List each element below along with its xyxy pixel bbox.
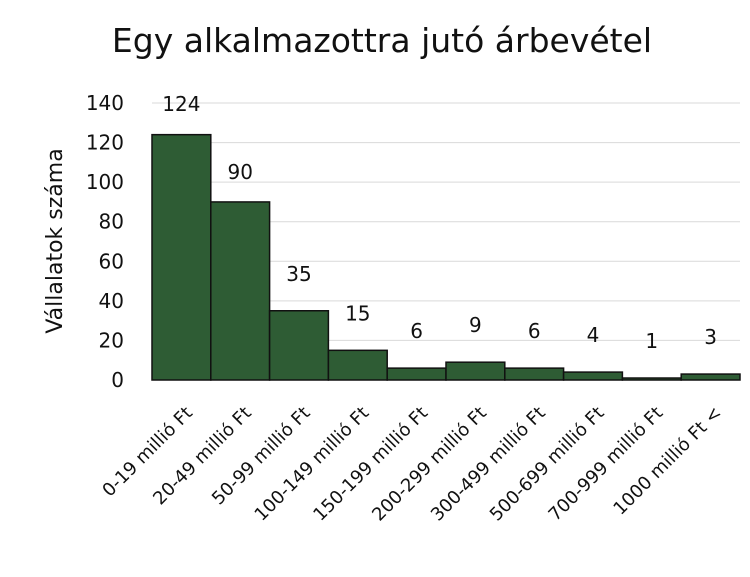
data-label: 6 [528,319,541,343]
y-tick-label: 140 [86,91,124,115]
y-tick-label: 80 [99,210,124,234]
bar [680,373,741,381]
bars [151,133,741,381]
data-label: 3 [704,325,717,349]
bar [386,367,447,381]
chart-title: Egy alkalmazottra jutó árbevétel [112,21,652,60]
x-category-label: 1000 millió Ft < [609,403,726,520]
y-tick-label: 120 [86,131,124,155]
data-label: 4 [587,323,600,347]
data-label: 124 [162,92,200,116]
y-tick-label: 60 [99,249,124,273]
data-label: 35 [286,262,311,286]
bar [268,310,330,381]
bar [504,367,565,381]
y-axis-ticks: 0 20 40 60 80 100 120 140 [86,91,124,392]
bar [210,201,271,381]
bar [445,361,506,381]
data-label: 9 [469,313,482,337]
bar [621,377,682,381]
bar [151,133,212,381]
data-labels: 124 90 35 15 6 9 6 4 1 3 [162,92,717,353]
y-tick-label: 0 [111,368,124,392]
y-tick-label: 20 [99,328,124,352]
data-label: 15 [345,301,370,325]
data-label: 90 [227,160,252,184]
y-axis-title: Vállalatok száma [43,148,68,333]
y-tick-label: 100 [86,170,124,194]
data-label: 6 [410,319,423,343]
bar [327,349,388,381]
data-label: 1 [645,329,658,353]
y-tick-label: 40 [99,289,124,313]
bar [562,371,624,381]
